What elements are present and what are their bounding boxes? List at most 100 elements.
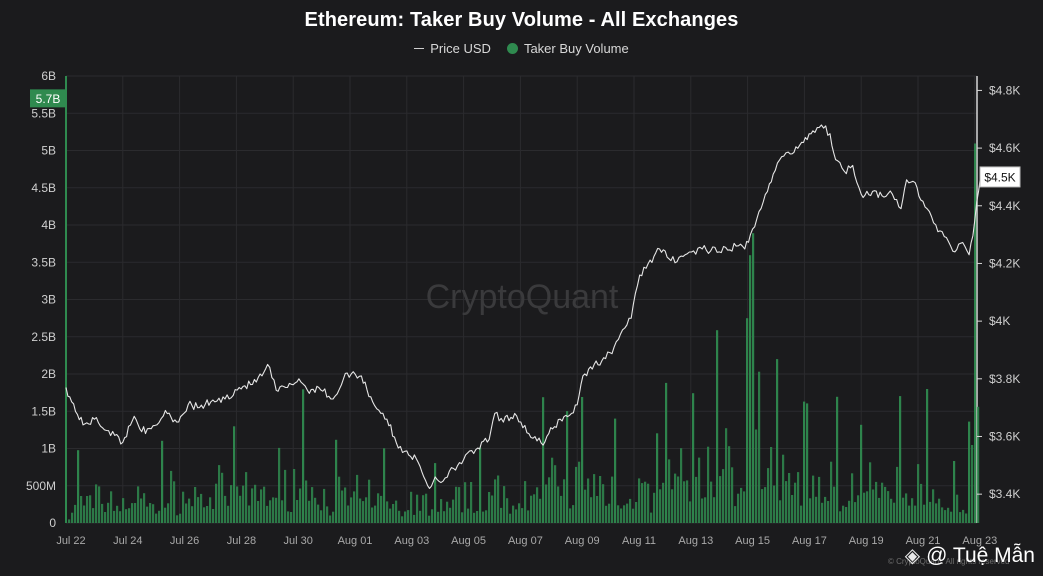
x-tick-label: Aug 17 — [792, 535, 827, 547]
volume-bar — [614, 418, 617, 523]
volume-bar — [293, 469, 296, 523]
volume-bar — [170, 470, 173, 523]
volume-bar — [503, 486, 506, 523]
volume-bar — [611, 476, 614, 523]
volume-bar — [608, 503, 611, 523]
volume-bar — [884, 486, 887, 523]
volume-bar — [827, 501, 830, 523]
volume-bar — [89, 495, 92, 523]
volume-bar — [254, 484, 257, 523]
volume-bar — [758, 371, 761, 523]
volume-bar — [830, 461, 833, 523]
volume-bar — [698, 457, 701, 523]
volume-bar — [746, 318, 749, 523]
volume-bar — [437, 511, 440, 523]
volume-bar — [239, 495, 242, 523]
volume-bar — [893, 502, 896, 523]
volume-bar — [485, 510, 488, 523]
volume-bar — [641, 483, 644, 523]
volume-bar — [221, 472, 224, 523]
volume-bar — [977, 406, 980, 523]
y-left-tick-label: 6B — [41, 69, 56, 83]
y-left-tick-label: 0 — [49, 516, 56, 530]
y-right-tick-label: $3.4K — [989, 487, 1020, 501]
volume-bar — [866, 491, 869, 523]
volume-bar — [179, 513, 182, 523]
volume-bar — [272, 497, 275, 523]
volume-bar — [902, 497, 905, 523]
volume-bar — [584, 489, 587, 523]
volume-bar — [557, 486, 560, 523]
volume-bar — [323, 488, 326, 523]
volume-bar — [857, 495, 860, 523]
volume-bar — [854, 502, 857, 523]
volume-bar — [500, 507, 503, 523]
volume-bar — [527, 510, 530, 523]
volume-bar — [710, 481, 713, 523]
volume-bar — [590, 497, 593, 523]
price-line-swatch — [414, 48, 425, 49]
volume-bar — [539, 498, 542, 523]
volume-bar — [602, 484, 605, 523]
volume-bar — [599, 476, 602, 523]
volume-bar — [329, 515, 332, 523]
volume-bar — [911, 498, 914, 523]
volume-bar — [206, 506, 209, 523]
volume-bar — [938, 498, 941, 523]
volume-bar — [338, 476, 341, 523]
current-volume-badge-bg — [30, 89, 66, 108]
volume-bar — [626, 503, 629, 523]
volume-bar — [215, 483, 218, 523]
volume-bar — [656, 433, 659, 523]
y-right-tick-label: $4.2K — [989, 256, 1020, 270]
volume-bar — [320, 510, 323, 523]
volume-bar — [941, 507, 944, 523]
volume-bar — [386, 501, 389, 523]
volume-bar — [137, 486, 140, 523]
volume-bar — [605, 505, 608, 523]
volume-dot-swatch — [506, 43, 518, 54]
volume-bar — [926, 389, 929, 523]
legend-item-price[interactable]: Price USD — [414, 41, 491, 56]
volume-bar — [638, 478, 641, 523]
x-tick-label: Aug 09 — [565, 535, 600, 547]
y-left-tick-label: 3.5B — [31, 255, 56, 269]
volume-bar — [347, 505, 350, 523]
volume-bar — [308, 500, 311, 523]
gridlines — [65, 75, 977, 524]
volume-bar — [908, 505, 911, 523]
volume-bar — [383, 448, 386, 523]
volume-bar — [587, 478, 590, 523]
volume-bar — [629, 498, 632, 523]
volume-bar — [326, 506, 329, 523]
volume-bar — [422, 495, 425, 523]
volume-bar — [920, 483, 923, 523]
volume-bar — [878, 497, 881, 523]
volume-bar — [461, 512, 464, 523]
volume-bar — [701, 498, 704, 523]
volume-bar — [197, 497, 200, 523]
volume-bar — [515, 509, 518, 523]
volume-bar — [833, 486, 836, 523]
volume-bar — [554, 465, 557, 523]
legend-item-volume[interactable]: Taker Buy Volume — [506, 41, 629, 56]
volume-bar — [959, 512, 962, 523]
volume-bar — [653, 492, 656, 523]
volume-bar — [731, 467, 734, 523]
volume-bar — [896, 466, 899, 523]
volume-bar — [395, 500, 398, 523]
copyright-text: © CryptoQuant. All rights reserved — [888, 557, 1010, 566]
volume-bar — [935, 503, 938, 523]
volume-bar — [728, 446, 731, 523]
volume-bar — [659, 489, 662, 523]
volume-bar — [356, 474, 359, 523]
volume-bar — [944, 510, 947, 523]
volume-bar — [83, 505, 86, 523]
volume-bar — [890, 498, 893, 523]
volume-bar — [389, 508, 392, 523]
volume-bar — [596, 496, 599, 523]
volume-bar — [851, 473, 854, 523]
y-left-tick-label: 4B — [41, 218, 56, 232]
volume-bar — [410, 491, 413, 523]
volume-bar — [683, 481, 686, 523]
